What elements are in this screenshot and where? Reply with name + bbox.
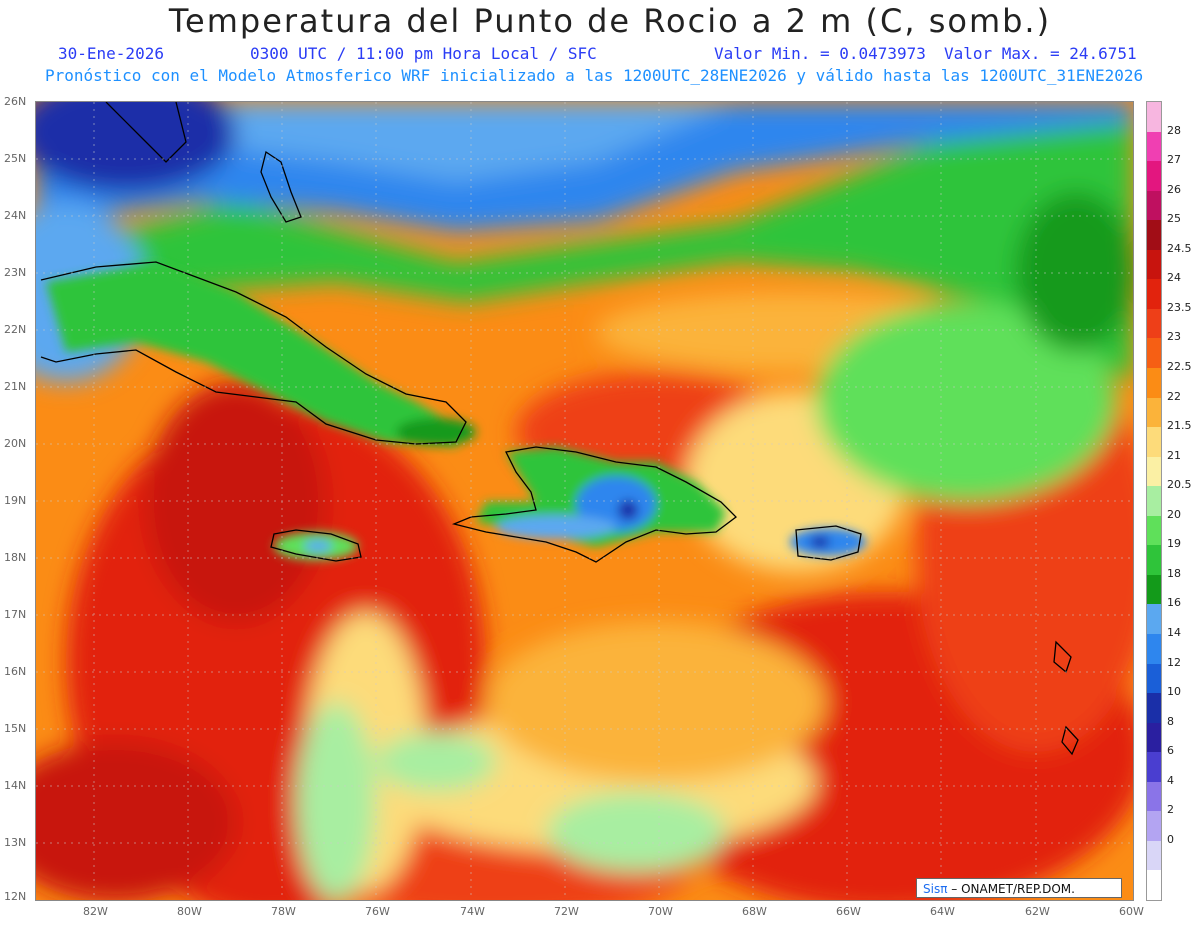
credit-brand: Sisπ <box>923 882 948 896</box>
credit-text: – ONAMET/REP.DOM. <box>947 882 1075 896</box>
lon-label: 74W <box>460 905 485 918</box>
colorbar-segment <box>1147 279 1161 310</box>
colorbar-label: 24 <box>1167 271 1181 285</box>
lat-label: 20N <box>4 437 27 450</box>
colorbar-label: 23.5 <box>1167 300 1192 314</box>
lat-label: 17N <box>4 608 27 621</box>
colorbar-label: 20 <box>1167 507 1181 521</box>
lon-label: 62W <box>1025 905 1050 918</box>
colorbar-label: 16 <box>1167 596 1181 610</box>
colorbar-segment <box>1147 397 1161 428</box>
map-title: Temperatura del Punto de Rocio a 2 m (C,… <box>168 2 1052 40</box>
colorbar-label: 0 <box>1167 832 1174 846</box>
dewpoint-field <box>36 102 1133 900</box>
colorbar-segment <box>1147 161 1161 192</box>
max-value: Valor Max. = 24.6751 <box>944 44 1137 63</box>
colorbar-label: 21 <box>1167 448 1181 462</box>
lat-label: 14N <box>4 779 27 792</box>
colorbar-segment <box>1147 515 1161 546</box>
colorbar-segment <box>1147 102 1161 133</box>
colorbar-label: 19 <box>1167 537 1181 551</box>
colorbar-segment <box>1147 368 1161 399</box>
forecast-time: 0300 UTC / 11:00 pm Hora Local / SFC <box>250 44 597 63</box>
lon-label: 82W <box>83 905 108 918</box>
colorbar-segment <box>1147 456 1161 487</box>
colorbar-segment <box>1147 870 1161 901</box>
colorbar-segment <box>1147 634 1161 665</box>
colorbar-segment <box>1147 220 1161 251</box>
colorbar-label: 22 <box>1167 389 1181 403</box>
colorbar <box>1146 101 1162 901</box>
colorbar-label: 26 <box>1167 182 1181 196</box>
lon-label: 70W <box>648 905 673 918</box>
credit-box: Sisπ – ONAMET/REP.DOM. <box>916 878 1122 898</box>
colorbar-segment <box>1147 840 1161 871</box>
lon-label: 68W <box>742 905 767 918</box>
colorbar-segment <box>1147 308 1161 339</box>
colorbar-label: 22.5 <box>1167 360 1192 373</box>
lon-label: 64W <box>930 905 955 918</box>
lat-label: 26N <box>4 95 27 108</box>
colorbar-segment <box>1147 190 1161 221</box>
lon-label: 76W <box>365 905 390 918</box>
colorbar-label: 12 <box>1167 655 1181 669</box>
colorbar-label: 23 <box>1167 330 1181 344</box>
lon-label: 66W <box>836 905 861 918</box>
lat-label: 12N <box>4 890 27 903</box>
colorbar-segment <box>1147 811 1161 842</box>
lat-label: 15N <box>4 722 27 735</box>
dewpoint-map <box>35 101 1134 901</box>
lat-label: 21N <box>4 380 27 393</box>
lon-label: 60W <box>1119 905 1144 918</box>
colorbar-segment <box>1147 486 1161 517</box>
model-info: Pronóstico con el Modelo Atmosferico WRF… <box>45 66 1144 85</box>
lat-label: 23N <box>4 266 27 279</box>
colorbar-label: 21.5 <box>1167 419 1192 433</box>
lat-label: 25N <box>4 152 27 165</box>
min-value: Valor Min. = 0.0473973 <box>714 44 926 63</box>
colorbar-segment <box>1147 249 1161 280</box>
colorbar-label: 6 <box>1167 744 1174 758</box>
colorbar-segment <box>1147 574 1161 605</box>
colorbar-label: 24.5 <box>1167 241 1192 255</box>
lon-label: 72W <box>554 905 579 918</box>
lat-label: 19N <box>4 494 27 507</box>
colorbar-label: 25 <box>1167 212 1181 226</box>
colorbar-label: 27 <box>1167 153 1181 167</box>
colorbar-label: 8 <box>1167 714 1174 728</box>
lon-label: 78W <box>271 905 296 918</box>
forecast-date: 30-Ene-2026 <box>58 44 164 63</box>
lat-label: 22N <box>4 323 27 336</box>
colorbar-segment <box>1147 427 1161 458</box>
colorbar-label: 14 <box>1167 626 1181 639</box>
colorbar-segment <box>1147 663 1161 694</box>
colorbar-label: 28 <box>1167 123 1181 137</box>
colorbar-label: 4 <box>1167 773 1174 787</box>
colorbar-segment <box>1147 604 1161 635</box>
colorbar-label: 10 <box>1167 685 1181 699</box>
lon-label: 80W <box>177 905 202 918</box>
lat-label: 18N <box>4 551 27 564</box>
colorbar-label: 2 <box>1167 803 1174 817</box>
colorbar-segment <box>1147 131 1161 162</box>
colorbar-segment <box>1147 752 1161 783</box>
colorbar-label: 20.5 <box>1167 478 1192 492</box>
colorbar-segment <box>1147 722 1161 753</box>
lat-label: 24N <box>4 209 27 222</box>
lat-label: 13N <box>4 836 27 849</box>
colorbar-segment <box>1147 781 1161 812</box>
colorbar-segment <box>1147 693 1161 724</box>
colorbar-label: 18 <box>1167 566 1181 580</box>
colorbar-segment <box>1147 545 1161 576</box>
lat-label: 16N <box>4 665 27 678</box>
colorbar-segment <box>1147 338 1161 369</box>
